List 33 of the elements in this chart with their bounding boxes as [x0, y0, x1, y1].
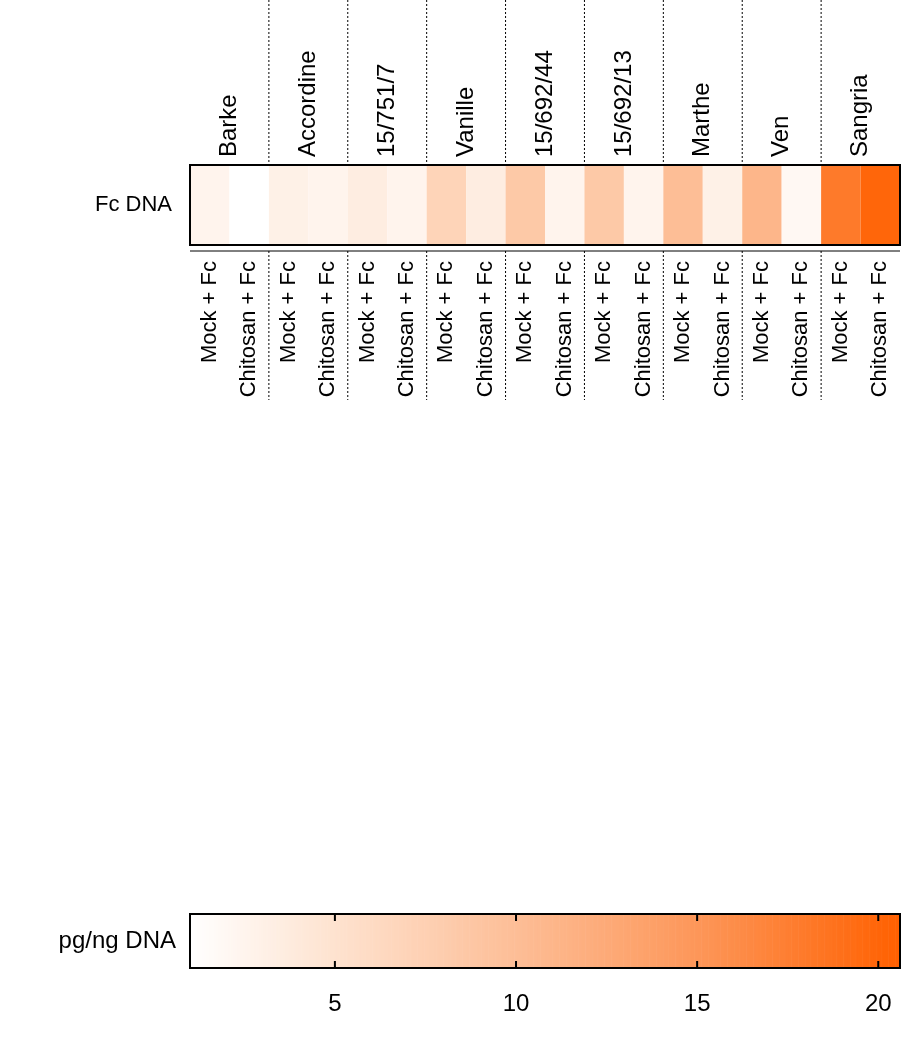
color-bar-label: 5: [328, 988, 342, 1016]
text: 15/692/44: [529, 50, 557, 157]
color-bar-label: 15: [683, 988, 711, 1016]
x-tick-label: Chitosan + Fc: [787, 261, 813, 398]
x-tick-label: Chitosan + Fc: [235, 261, 261, 398]
x-tick-label: Chitosan + Fc: [393, 261, 419, 398]
text: Vanille: [450, 86, 478, 157]
text: 15/692/13: [608, 50, 636, 157]
text: Barke: [214, 94, 242, 157]
color-bar-label: 10: [502, 988, 530, 1016]
x-tick-label: Chitosan + Fc: [708, 261, 734, 398]
text: Sangria: [845, 73, 873, 157]
text: Accordine: [292, 50, 320, 157]
x-tick-label: Chitosan + Fc: [550, 261, 576, 398]
x-tick-label: Mock + Fc: [826, 261, 852, 364]
x-tick-label: Mock + Fc: [669, 261, 695, 364]
color-bar-label: 20: [864, 988, 892, 1016]
x-tick-label: Mock + Fc: [274, 261, 300, 364]
color-bar-title: pg/ng DNA: [58, 925, 176, 953]
x-tick-label: Mock + Fc: [353, 261, 379, 364]
x-tick-label: Mock + Fc: [511, 261, 537, 364]
x-tick-label: Mock + Fc: [195, 261, 221, 364]
text: Marthe: [687, 82, 715, 157]
x-tick-label: Chitosan + Fc: [471, 261, 497, 398]
y-tick-label: Fc DNA: [95, 191, 173, 217]
x-tick-label: Chitosan + Fc: [629, 261, 655, 398]
x-tick-label: Chitosan + Fc: [314, 261, 340, 398]
x-tick-label: Mock + Fc: [590, 261, 616, 364]
text: 15/751/7: [371, 63, 399, 157]
x-tick-label: Mock + Fc: [748, 261, 774, 364]
x-tick-label: Chitosan + Fc: [866, 261, 892, 398]
text: Ven: [766, 115, 794, 157]
x-tick-label: Mock + Fc: [432, 261, 458, 364]
